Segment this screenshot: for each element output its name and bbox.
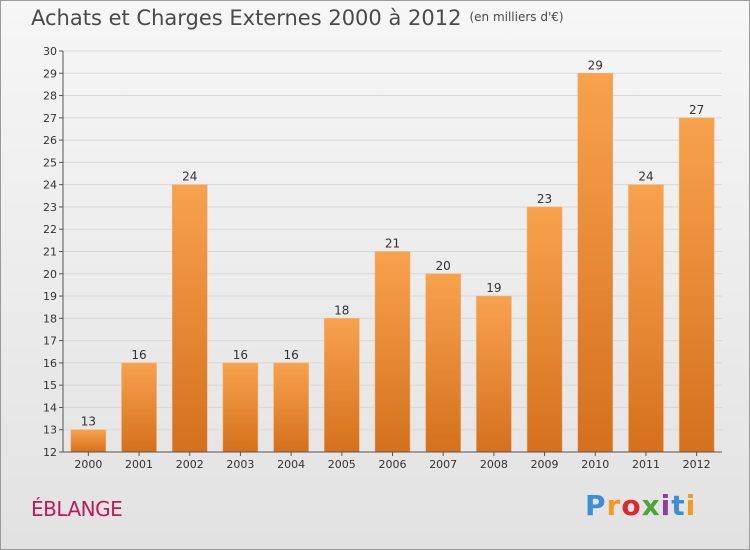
- bar-2012: [678, 117, 715, 453]
- value-label: 16: [131, 348, 146, 362]
- x-tick-label: 2011: [632, 458, 660, 471]
- value-label: 24: [182, 170, 197, 184]
- x-tick-label: 2012: [683, 458, 711, 471]
- x-tick-label: 2000: [74, 458, 102, 471]
- x-tick-label: 2007: [429, 458, 457, 471]
- y-tick-label: 29: [43, 67, 57, 80]
- labels: 12 13 14 15 16 17 18 19 20 21 22 23 24 25 26 27 28 29 30 13…: [43, 45, 711, 471]
- y-tick-label: 26: [43, 134, 57, 147]
- bar-2011: [628, 184, 664, 453]
- value-label: 20: [436, 259, 451, 273]
- x-tick-label: 2005: [328, 458, 356, 471]
- value-label: 19: [486, 281, 501, 295]
- y-tick-label: 13: [43, 424, 57, 437]
- value-label: 21: [385, 237, 400, 251]
- y-tick-label: 30: [43, 45, 57, 58]
- location-name: ÉBLANGE: [31, 497, 123, 521]
- bar-2010: [577, 73, 614, 453]
- chart-title-text: Achats et Charges Externes 2000 à 2012: [31, 6, 462, 30]
- y-tick-label: 15: [43, 379, 57, 392]
- chart-subtitle: (en milliers d'€): [469, 10, 564, 24]
- value-label: 24: [638, 170, 653, 184]
- y-tick-label: 28: [43, 90, 57, 103]
- chart-title: Achats et Charges Externes 2000 à 2012 (e…: [31, 6, 564, 30]
- y-tick-label: 27: [43, 112, 57, 125]
- bar-2000: [70, 429, 107, 453]
- y-tick-label: 23: [43, 201, 57, 214]
- value-label: 13: [81, 415, 96, 429]
- value-label: 29: [588, 58, 603, 72]
- x-tick-label: 2010: [581, 458, 609, 471]
- axes: [59, 50, 722, 456]
- bar-2003: [222, 362, 259, 453]
- y-tick-label: 18: [43, 312, 57, 325]
- bar-2007: [425, 273, 461, 453]
- x-tick-label: 2006: [379, 458, 407, 471]
- brand-logo: Proxiti: [585, 489, 697, 522]
- y-tick-label: 16: [43, 357, 57, 370]
- bar-2005: [324, 318, 360, 453]
- x-tick-label: 2003: [226, 458, 254, 471]
- x-tick-label: 2002: [176, 458, 204, 471]
- y-tick-label: 24: [43, 179, 57, 192]
- y-tick-label: 21: [43, 246, 57, 259]
- y-tick-label: 17: [43, 335, 57, 348]
- y-tick-label: 22: [43, 223, 57, 236]
- value-label: 18: [334, 303, 349, 317]
- y-tick-label: 20: [43, 268, 57, 281]
- x-tick-label: 2009: [531, 458, 559, 471]
- bar-2002: [171, 184, 208, 453]
- value-label: 16: [283, 348, 298, 362]
- value-label: 27: [689, 103, 704, 117]
- x-tick-label: 2001: [125, 458, 153, 471]
- bar-2001: [121, 362, 157, 453]
- y-tick-label: 14: [43, 401, 57, 414]
- y-tick-label: 25: [43, 156, 57, 169]
- x-tick-label: 2004: [277, 458, 305, 471]
- bar-2006: [374, 251, 411, 453]
- y-tick-label: 19: [43, 290, 57, 303]
- y-tick-label: 12: [43, 446, 57, 459]
- bars: [70, 73, 715, 453]
- x-tick-label: 2008: [480, 458, 508, 471]
- bar-2004: [273, 362, 309, 453]
- bar-2008: [476, 295, 512, 453]
- bar-2009: [526, 206, 563, 453]
- value-label: 23: [537, 192, 552, 206]
- value-label: 16: [233, 348, 248, 362]
